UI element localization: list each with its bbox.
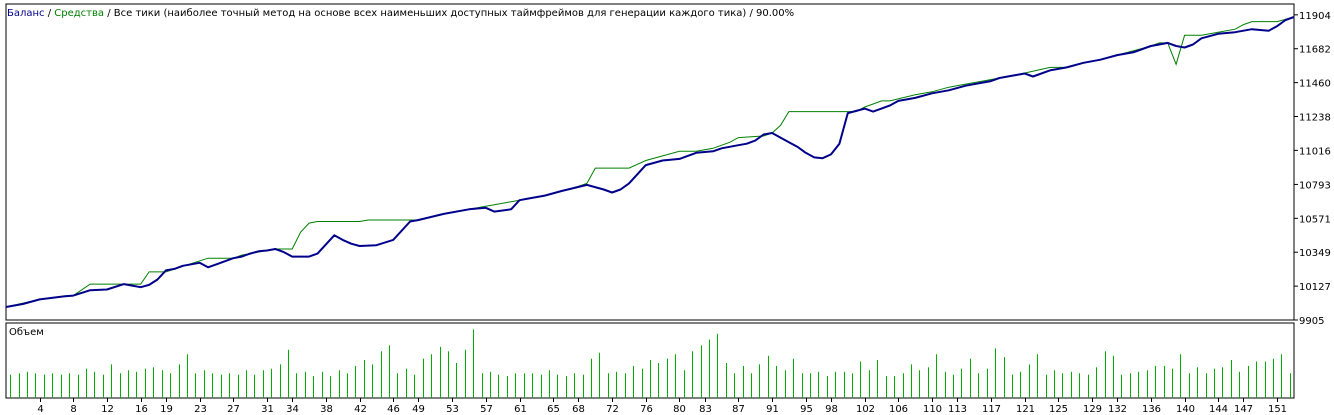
x-tick-label: 68: [572, 404, 585, 415]
equity-line: [5, 16, 1295, 308]
x-tick-label: 125: [1049, 404, 1068, 415]
y-tick-label: 11904: [1299, 11, 1331, 22]
main-plot-lines: [5, 16, 1295, 308]
x-axis: 4 8 12 16 19 23 27 31 34 38 42 46 49 53 57 61 65 68 72 76 80…: [37, 398, 1287, 415]
x-tick-label: 31: [261, 404, 274, 415]
balance-line: [5, 16, 1295, 308]
x-tick-label: 121: [1016, 404, 1035, 415]
volume-pane-label: Объем: [9, 327, 44, 338]
header-sep: /: [45, 8, 55, 19]
x-tick-label: 129: [1083, 404, 1102, 415]
x-tick-label: 53: [446, 404, 459, 415]
x-tick-label: 102: [856, 404, 875, 415]
main-y-axis: 11904 11682 11460 11238 11016 10793 10571 10349…: [1294, 11, 1331, 327]
x-tick-label: 83: [699, 404, 712, 415]
x-tick-label: 117: [982, 404, 1001, 415]
x-tick-label: 65: [547, 404, 560, 415]
header-line: Баланс / Средства / Все тики (наиболее т…: [7, 8, 794, 19]
x-tick-label: 113: [948, 404, 967, 415]
x-tick-label: 110: [923, 404, 942, 415]
x-tick-label: 80: [673, 404, 686, 415]
header-description: / Все тики (наиболее точный метод на осн…: [104, 8, 794, 19]
x-tick-label: 144: [1209, 404, 1228, 415]
equity-legend: Средства: [54, 8, 104, 19]
x-tick-label: 61: [514, 404, 527, 415]
x-tick-label: 87: [732, 404, 745, 415]
x-tick-label: 4: [37, 404, 43, 415]
x-tick-label: 76: [640, 404, 653, 415]
y-tick-label: 10127: [1299, 282, 1331, 293]
x-tick-label: 72: [606, 404, 619, 415]
x-tick-label: 106: [889, 404, 908, 415]
x-tick-label: 136: [1142, 404, 1161, 415]
y-tick-label: 11238: [1299, 113, 1331, 124]
x-tick-label: 140: [1176, 404, 1195, 415]
x-tick-label: 95: [800, 404, 813, 415]
x-tick-label: 57: [480, 404, 493, 415]
x-tick-label: 27: [227, 404, 240, 415]
x-tick-label: 147: [1234, 404, 1253, 415]
x-tick-label: 151: [1268, 404, 1287, 415]
x-tick-label: 98: [825, 404, 838, 415]
x-tick-label: 42: [354, 404, 367, 415]
y-tick-label: 10349: [1299, 248, 1331, 259]
x-tick-label: 132: [1108, 404, 1127, 415]
y-tick-label: 10571: [1299, 214, 1331, 225]
y-tick-label: 9905: [1299, 316, 1324, 327]
y-tick-label: 11682: [1299, 45, 1331, 56]
x-tick-label: 8: [70, 404, 76, 415]
x-tick-label: 23: [194, 404, 207, 415]
x-tick-label: 49: [412, 404, 425, 415]
y-tick-label: 10793: [1299, 180, 1331, 191]
y-tick-label: 11460: [1299, 79, 1331, 90]
x-tick-label: 38: [320, 404, 333, 415]
x-tick-label: 91: [766, 404, 779, 415]
x-tick-label: 12: [101, 404, 114, 415]
x-tick-label: 34: [286, 404, 299, 415]
y-tick-label: 11016: [1299, 146, 1331, 157]
x-tick-label: 16: [135, 404, 148, 415]
x-tick-label: 19: [160, 404, 173, 415]
balance-legend: Баланс: [7, 8, 45, 19]
volume-bars: [10, 329, 1291, 398]
main-pane-frame: [5, 3, 1295, 321]
x-tick-label: 46: [387, 404, 400, 415]
